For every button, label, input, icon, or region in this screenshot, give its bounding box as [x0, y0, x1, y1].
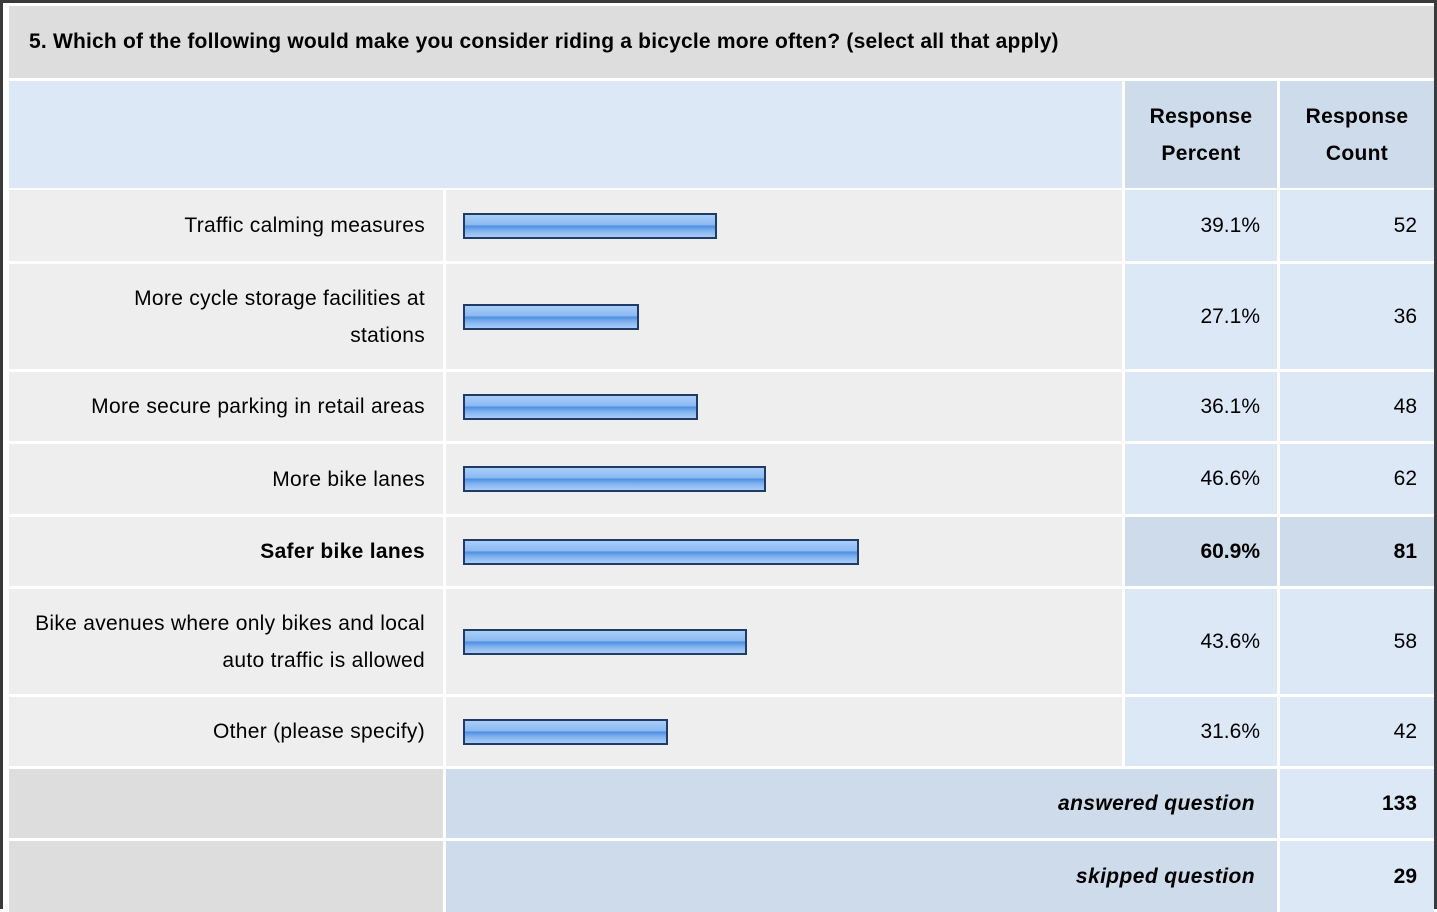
skipped-blank-cell — [9, 841, 443, 912]
response-bar — [463, 213, 717, 239]
response-bar — [463, 539, 859, 565]
response-count-value: 81 — [1280, 517, 1434, 586]
response-count-value: 62 — [1280, 444, 1434, 514]
skipped-question-label: skipped question — [446, 841, 1277, 912]
answer-option-label: Safer bike lanes — [9, 517, 443, 586]
skipped-question-count: 29 — [1280, 841, 1434, 912]
answer-option-label: More bike lanes — [9, 444, 443, 514]
response-bar — [463, 304, 639, 330]
header-response-percent: Response Percent — [1125, 81, 1277, 188]
response-percent-value: 43.6% — [1125, 589, 1277, 694]
answer-option-label: Traffic calming measures — [9, 190, 443, 261]
response-bar — [463, 719, 668, 745]
response-count-value: 58 — [1280, 589, 1434, 694]
response-bar — [463, 629, 747, 655]
response-bar — [463, 394, 698, 420]
answer-option-label: More secure parking in retail areas — [9, 372, 443, 441]
header-response-count: Response Count — [1280, 81, 1434, 188]
answered-question-count: 133 — [1280, 769, 1434, 838]
response-bar — [463, 466, 766, 492]
answer-option-label: Other (please specify) — [9, 697, 443, 766]
answer-option-label: Bike avenues where only bikes and local … — [9, 589, 443, 694]
response-percent-value: 60.9% — [1125, 517, 1277, 586]
header-blank-cell — [9, 81, 1122, 188]
response-count-value: 42 — [1280, 697, 1434, 766]
answered-question-label: answered question — [446, 769, 1277, 838]
answered-blank-cell — [9, 769, 443, 838]
response-count-value: 52 — [1280, 190, 1434, 261]
response-percent-value: 36.1% — [1125, 372, 1277, 441]
response-percent-value: 46.6% — [1125, 444, 1277, 514]
response-count-value: 36 — [1280, 264, 1434, 369]
response-percent-value: 39.1% — [1125, 190, 1277, 261]
response-count-value: 48 — [1280, 372, 1434, 441]
response-percent-value: 31.6% — [1125, 697, 1277, 766]
response-percent-value: 27.1% — [1125, 264, 1277, 369]
answer-option-label: More cycle storage facilities at station… — [9, 264, 443, 369]
question-title: 5. Which of the following would make you… — [9, 6, 1434, 78]
